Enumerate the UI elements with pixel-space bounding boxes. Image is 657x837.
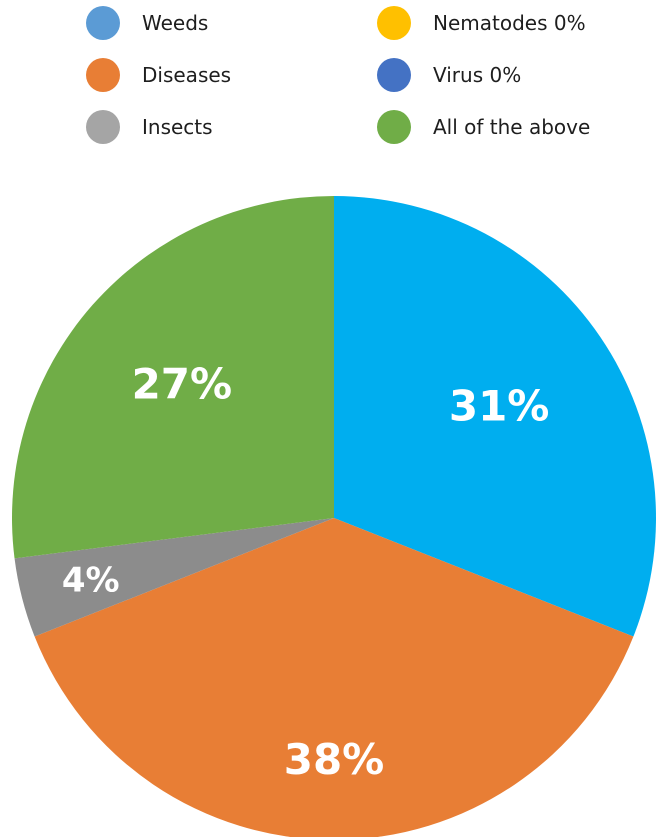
legend-label-all-of-the-above: All of the above: [433, 115, 591, 139]
pie-label-insects: 4%: [62, 560, 120, 600]
pie-slice-insects: [14, 518, 335, 637]
pie-slice-all-of-the-above: [11, 196, 334, 559]
legend-item-nematodes: Nematodes 0%: [377, 5, 586, 41]
pie-slice-diseases: [34, 518, 634, 837]
legend-swatch-insects: [86, 110, 120, 144]
legend-item-diseases: Diseases: [86, 57, 231, 93]
legend-item-virus: Virus 0%: [377, 57, 521, 93]
legend-label-virus: Virus 0%: [433, 63, 522, 87]
legend-label-weeds: Weeds: [142, 11, 209, 35]
legend-swatch-diseases: [86, 58, 120, 92]
legend-item-all-of-the-above: All of the above: [377, 109, 590, 145]
pie-label-weeds: 31%: [449, 381, 550, 430]
pie-label-diseases: 38%: [284, 735, 385, 784]
legend-swatch-nematodes: [377, 6, 411, 40]
legend-label-diseases: Diseases: [142, 63, 232, 87]
pie-slice-weeds: [334, 196, 656, 637]
legend-swatch-weeds: [86, 6, 120, 40]
legend-swatch-virus: [377, 58, 411, 92]
legend-item-insects: Insects: [86, 109, 213, 145]
legend-swatch-all-of-the-above: [377, 110, 411, 144]
legend-label-nematodes: Nematodes 0%: [433, 11, 586, 35]
legend-item-weeds: Weeds: [86, 5, 208, 41]
chart-legend: Weeds Diseases Insects Nematodes 0% Viru…: [0, 0, 657, 160]
pie-label-all-of-the-above: 27%: [132, 359, 233, 408]
legend-label-insects: Insects: [142, 115, 213, 139]
